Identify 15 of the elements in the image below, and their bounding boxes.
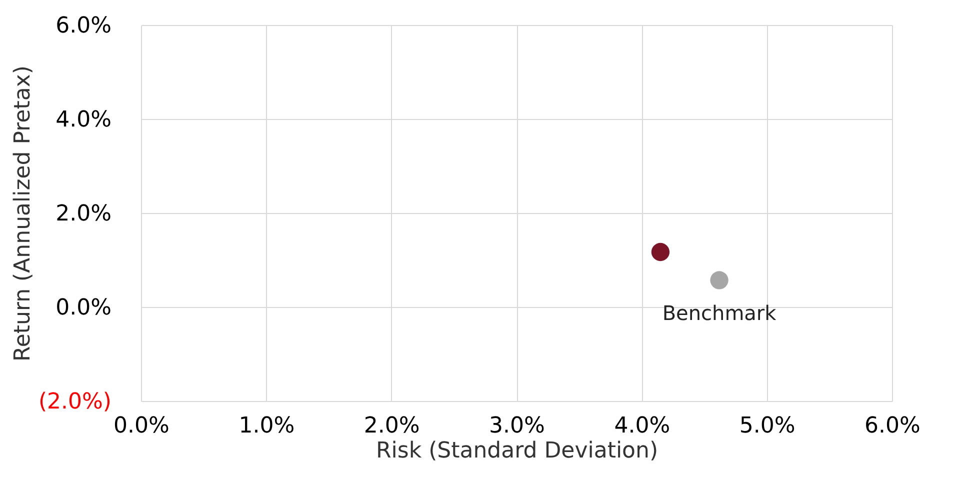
series-label: Benchmark [662,301,777,326]
y-tick-label: 4.0% [56,108,112,132]
y-tick-label: 0.0% [56,296,112,320]
y-tick-label: 2.0% [56,202,112,226]
y-tick-label: 6.0% [56,14,112,38]
x-axis-title: Risk (Standard Deviation) [376,438,658,464]
x-tick-label: 6.0% [864,414,920,438]
y-axis-title: Return (Annualized Pretax) [10,66,36,362]
x-tick-label: 5.0% [739,414,796,438]
x-tick-label: 0.0% [114,414,170,438]
x-tick-label: 1.0% [238,414,295,438]
x-tick-label: 4.0% [614,414,670,438]
x-tick-label: 2.0% [364,414,420,438]
y-tick-label: (2.0%) [38,390,112,414]
x-tick-label: 3.0% [489,414,545,438]
